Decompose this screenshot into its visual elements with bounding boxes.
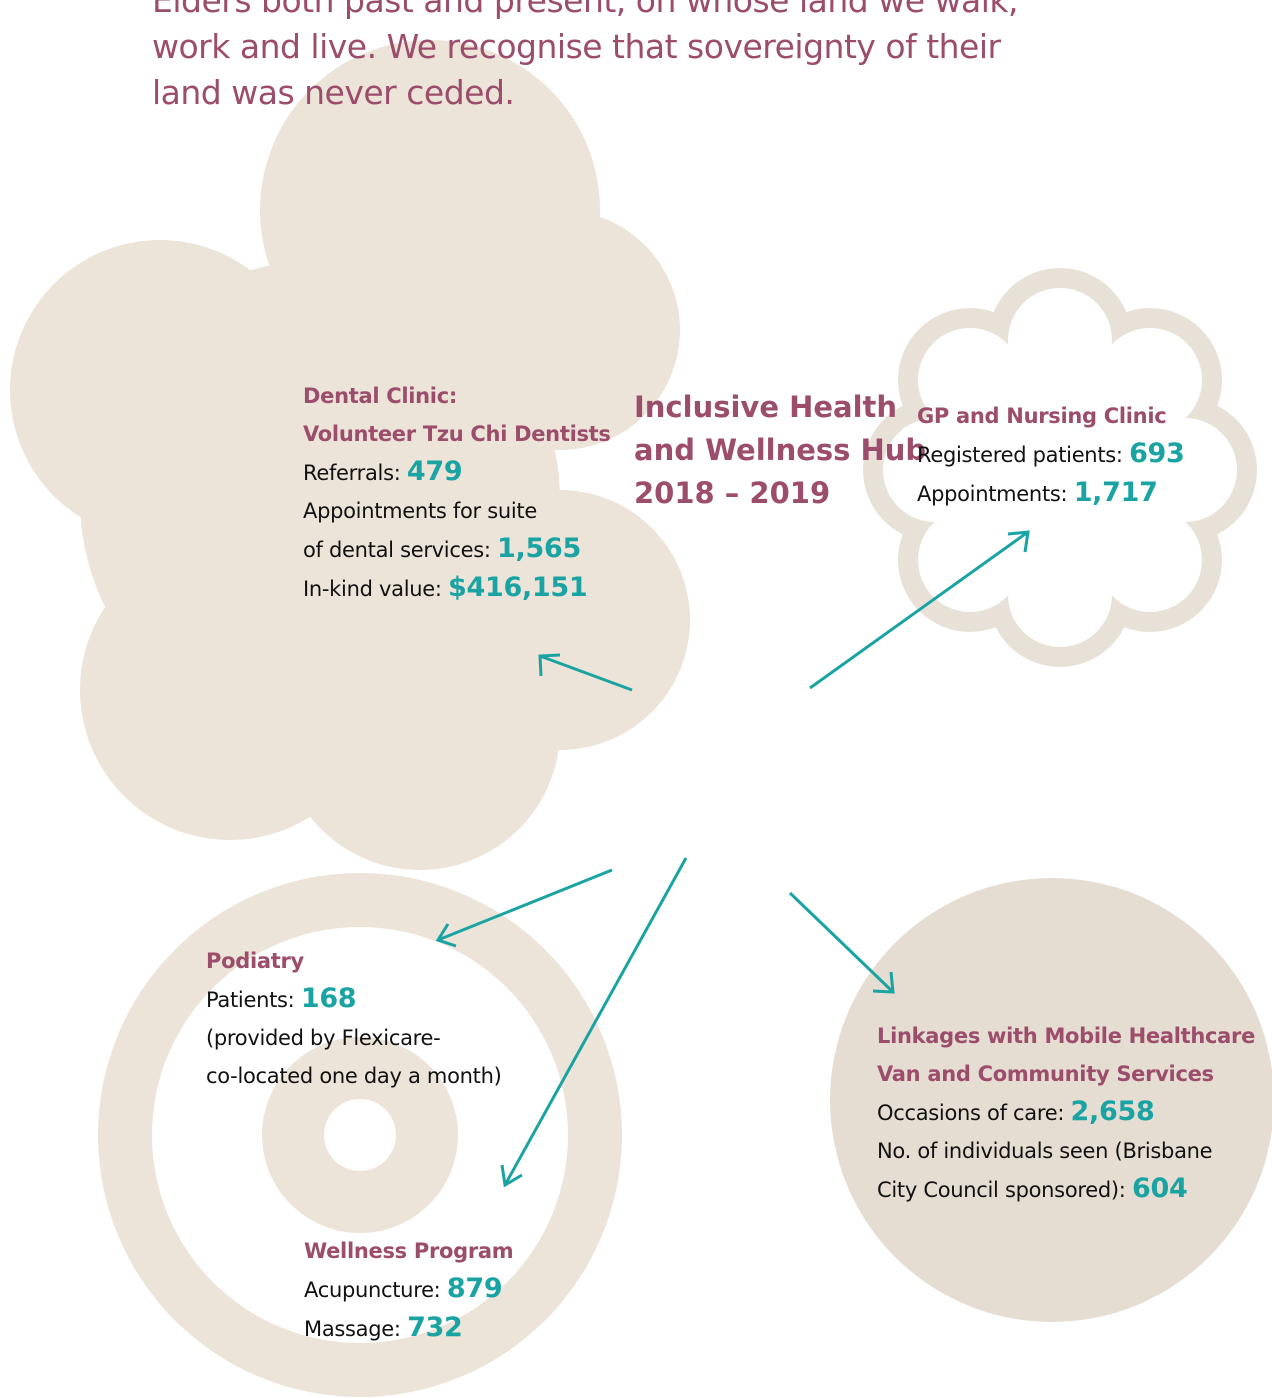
stat-label: Appointments for suite: [303, 499, 537, 523]
stat-label: City Council sponsored):: [877, 1178, 1126, 1202]
node-title: Volunteer Tzu Chi Dentists: [303, 415, 611, 453]
stat-value: 879: [447, 1273, 502, 1304]
stat-row: Registered patients: 693: [917, 435, 1185, 474]
stat-label: Occasions of care:: [877, 1101, 1064, 1125]
stat-value: 732: [407, 1312, 462, 1343]
stat-row: Referrals: 479: [303, 453, 611, 492]
intro-line: land was never ceded.: [152, 70, 1018, 116]
stat-row: Occasions of care: 2,658: [877, 1093, 1255, 1132]
stat-value: $416,151: [448, 572, 587, 603]
stat-label: Referrals:: [303, 461, 401, 485]
stat-row: Appointments: 1,717: [917, 474, 1185, 513]
stat-label: Registered patients:: [917, 443, 1123, 467]
hub-line: 2018 – 2019: [634, 472, 926, 515]
stat-label: Patients:: [206, 988, 294, 1012]
node-title: Wellness Program: [304, 1232, 513, 1270]
stat-label: Appointments:: [917, 482, 1067, 506]
note: co-located one day a month): [206, 1057, 501, 1095]
node-title: GP and Nursing Clinic: [917, 397, 1185, 435]
stat-value: 2,658: [1071, 1096, 1155, 1127]
intro-text: Elders both past and present, on whose l…: [152, 0, 1018, 116]
stat-row: Patients: 168: [206, 980, 501, 1019]
node-title: Dental Clinic:: [303, 377, 611, 415]
stat-value: 1,565: [497, 533, 581, 564]
intro-line: Elders both past and present, on whose l…: [152, 0, 1018, 24]
stat-label: of dental services:: [303, 538, 491, 562]
page: Elders both past and present, on whose l…: [0, 0, 1272, 1398]
stat-label: Acupuncture:: [304, 1278, 440, 1302]
stat-value: 1,717: [1074, 477, 1158, 508]
stat-row: Acupuncture: 879: [304, 1270, 513, 1309]
note: (provided by Flexicare-: [206, 1019, 501, 1057]
stat-value: 693: [1129, 438, 1184, 469]
node-title: Van and Community Services: [877, 1055, 1255, 1093]
intro-line: work and live. We recognise that soverei…: [152, 24, 1018, 70]
stat-row: Massage: 732: [304, 1309, 513, 1348]
stat-row: City Council sponsored): 604: [877, 1170, 1255, 1209]
stat-label: No. of individuals seen (Brisbane: [877, 1139, 1212, 1163]
stat-label: In-kind value:: [303, 577, 442, 601]
hub-line: and Wellness Hub: [634, 429, 926, 472]
node: Dental Clinic:Volunteer Tzu Chi Dentists…: [303, 377, 611, 608]
stat-label: Massage:: [304, 1317, 401, 1341]
node-title: Podiatry: [206, 942, 501, 980]
node-title: Linkages with Mobile Healthcare: [877, 1017, 1255, 1055]
stat-row: Appointments for suite: [303, 492, 611, 530]
stat-value: 168: [301, 983, 356, 1014]
stat-value: 604: [1132, 1173, 1187, 1204]
hub-line: Inclusive Health: [634, 386, 926, 429]
stat-row: No. of individuals seen (Brisbane: [877, 1132, 1255, 1170]
stat-row: In-kind value: $416,151: [303, 569, 611, 608]
stat-value: 479: [407, 456, 462, 487]
stat-row: of dental services: 1,565: [303, 530, 611, 569]
